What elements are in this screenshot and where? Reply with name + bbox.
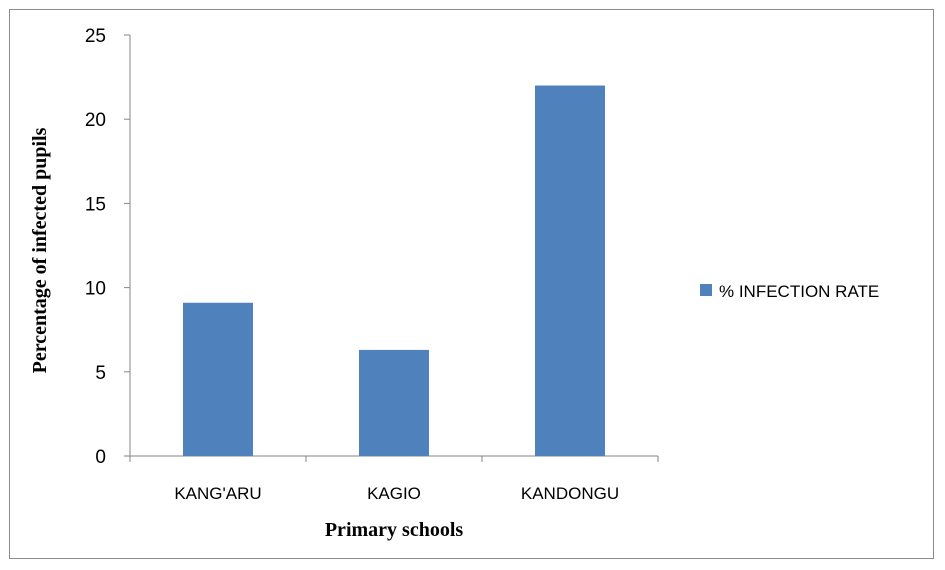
y-tick-label: 10 [85,279,106,300]
y-ticks-group: 0 5 10 15 20 25 [85,26,130,468]
bar-kandongu [535,85,605,457]
bar-kagio [359,349,429,456]
x-axis-title: Primary schools [325,519,464,541]
legend: % INFECTION RATE [700,282,879,301]
y-tick-label: 20 [85,110,106,131]
legend-swatch [700,284,712,296]
y-tick-label: 25 [85,26,106,47]
bar-kang-aru [183,302,253,456]
chart-frame [9,9,934,559]
x-category-label: KANG'ARU [174,484,261,503]
legend-label: % INFECTION RATE [719,282,879,301]
x-ticks-group [129,456,659,462]
y-tick-label: 5 [95,363,106,384]
bars-group [183,85,605,457]
x-category-label: KANDONGU [521,484,619,503]
y-tick-label: 0 [95,447,106,468]
category-labels-group: KANG'ARU KAGIO KANDONGU [174,484,619,503]
x-category-label: KAGIO [367,484,421,503]
y-tick-label: 15 [85,194,106,215]
y-axis-title: Percentage of infected pupils [29,127,51,373]
